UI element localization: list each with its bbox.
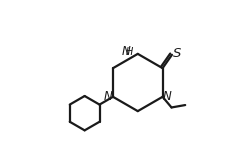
Text: S: S [172, 48, 180, 60]
Text: H: H [125, 47, 132, 57]
Text: N: N [162, 90, 171, 103]
Text: N: N [121, 45, 130, 58]
Text: N: N [103, 90, 112, 103]
